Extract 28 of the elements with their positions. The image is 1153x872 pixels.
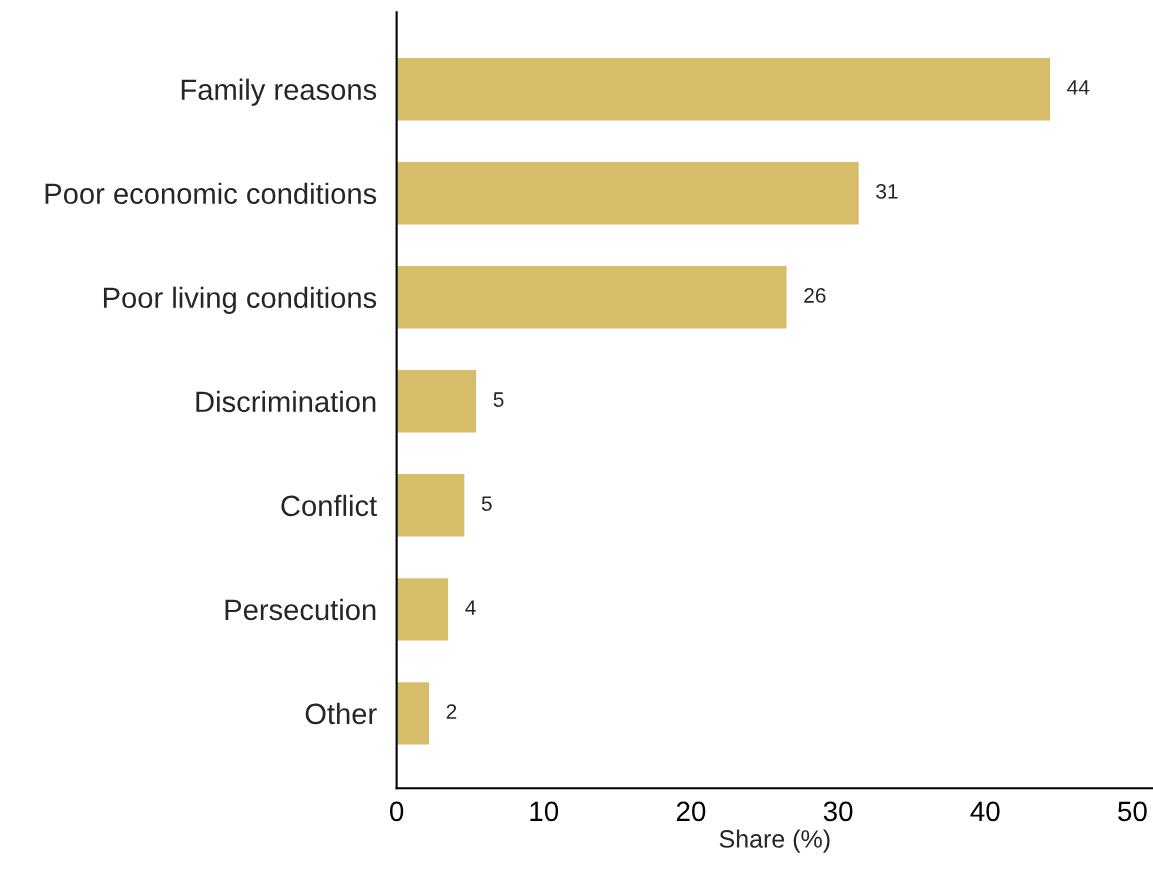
data-label: 5 <box>493 392 504 407</box>
data-label: 44 <box>1067 80 1090 95</box>
bar <box>396 682 430 745</box>
data-label: 4 <box>465 600 476 615</box>
data-label: 5 <box>481 496 492 511</box>
x-tick-label: 10 <box>530 801 559 822</box>
x-tick-label: 40 <box>970 801 1000 822</box>
bar <box>396 370 477 433</box>
x-tick-label: 20 <box>676 801 706 822</box>
x-tick-label: 30 <box>823 801 853 822</box>
y-tick-label: Persecution <box>225 598 376 621</box>
x-tick-label: 50 <box>1118 801 1147 822</box>
x-tick-label: 0 <box>389 801 404 822</box>
y-tick-label: Discrimination <box>196 390 376 413</box>
bar <box>396 266 787 329</box>
y-tick-label: Other <box>305 702 377 725</box>
y-tick-label: Poor economic conditions <box>45 182 377 205</box>
data-label: 31 <box>876 184 898 199</box>
y-tick-label: Family reasons <box>181 78 377 106</box>
x-axis-title: Share (%) <box>719 829 830 853</box>
y-tick-label: Conflict <box>281 494 377 517</box>
bar <box>396 162 859 225</box>
data-label: 2 <box>446 704 457 719</box>
y-tick-label: Poor living conditions <box>103 286 377 314</box>
bar <box>396 57 1050 121</box>
bar <box>396 474 465 537</box>
bar <box>396 578 449 641</box>
data-label: 26 <box>804 288 826 303</box>
